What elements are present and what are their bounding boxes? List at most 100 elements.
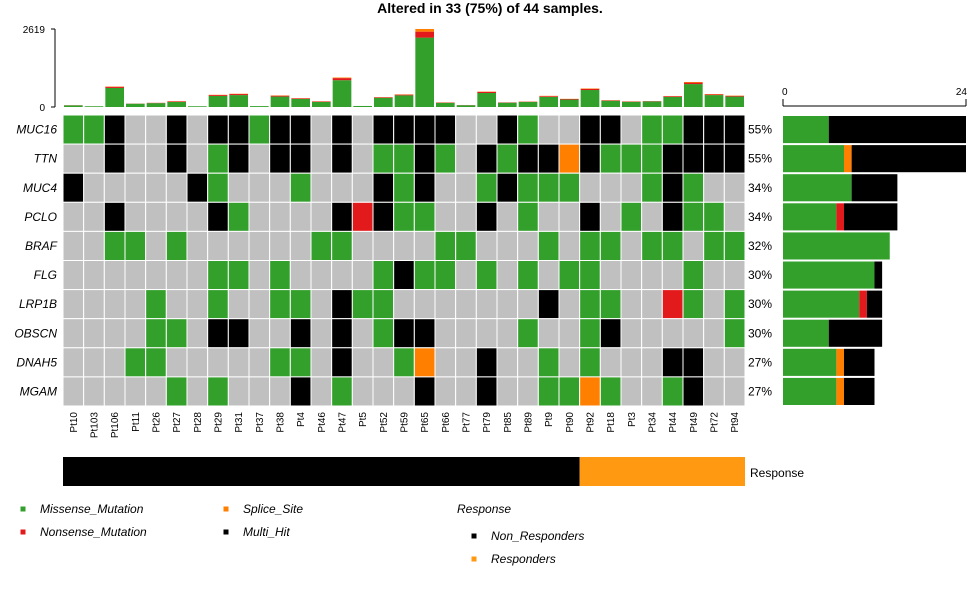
grid-cell: [599, 172, 622, 203]
grid-cell: [227, 260, 250, 291]
sample-label: Pt52: [379, 412, 390, 433]
grid-cell: [496, 114, 519, 145]
tmb-bar-segment: [394, 94, 414, 96]
mutation-grid: [62, 114, 746, 407]
gene-bar-segment: [783, 232, 890, 260]
grid-cell: [558, 143, 581, 174]
grid-cell: [62, 289, 85, 320]
gene-bar-segment: [859, 290, 867, 318]
grid-cell: [331, 143, 353, 174]
grid-cell: [620, 230, 643, 261]
grid-cell: [372, 260, 395, 291]
sample-label: Pt59: [400, 412, 411, 433]
grid-cell: [579, 376, 601, 407]
grid-cell: [393, 172, 415, 203]
grid-cell: [393, 318, 415, 349]
grid-cell: [331, 289, 353, 320]
grid-cell: [703, 201, 725, 232]
grid-cell: [289, 289, 312, 320]
grid-cell: [517, 318, 539, 349]
gene-bar-segment: [783, 319, 829, 347]
grid-cell: [269, 201, 291, 232]
grid-cell: [103, 318, 126, 349]
tmb-bar-segment: [663, 96, 682, 97]
grid-cell: [517, 230, 539, 261]
sample-label: Pt3: [627, 412, 638, 427]
grid-cell: [723, 289, 746, 320]
grid-cell: [331, 114, 353, 145]
grid-cell: [227, 347, 250, 378]
grid-cell: [103, 230, 126, 261]
grid-cell: [186, 347, 209, 378]
grid-cell: [620, 114, 643, 145]
gene-bar-segment: [851, 145, 967, 173]
grid-cell: [475, 114, 498, 145]
grid-cell: [145, 260, 167, 291]
grid-cell: [165, 230, 188, 261]
grid-cell: [207, 260, 229, 291]
grid-cell: [434, 172, 457, 203]
grid-cell: [537, 289, 560, 320]
grid-cell: [124, 143, 147, 174]
sample-label: Pt29: [214, 412, 225, 433]
tmb-bar-segment: [580, 90, 600, 107]
grid-cell: [310, 172, 333, 203]
grid-cell: [331, 347, 353, 378]
sample-label: Pt49: [689, 412, 700, 433]
grid-cell: [248, 318, 271, 349]
tmb-bar-segment: [415, 28, 434, 32]
grid-cell: [723, 172, 746, 203]
grid-cell: [103, 376, 126, 407]
grid-cell: [661, 318, 684, 349]
grid-cell: [641, 347, 663, 378]
gene-percent: 30%: [748, 297, 772, 311]
grid-cell: [682, 289, 705, 320]
grid-cell: [413, 143, 436, 174]
grid-cell: [558, 289, 581, 320]
grid-cell: [186, 318, 209, 349]
gene-axis-label: 24: [956, 87, 968, 98]
grid-cell: [310, 318, 333, 349]
grid-cell: [124, 376, 147, 407]
grid-cell: [351, 318, 374, 349]
tmb-bar-segment: [642, 101, 662, 107]
grid-cell: [351, 172, 374, 203]
grid-cell: [83, 289, 105, 320]
grid-cell: [310, 230, 333, 261]
grid-cell: [475, 289, 498, 320]
grid-cell: [496, 143, 519, 174]
legend-swatch: [20, 529, 26, 535]
grid-cell: [289, 260, 312, 291]
grid-cell: [83, 114, 105, 145]
grid-cell: [475, 376, 498, 407]
grid-cell: [599, 347, 622, 378]
grid-cell: [124, 260, 147, 291]
grid-cell: [434, 114, 457, 145]
sample-label: Pt38: [276, 412, 287, 433]
gene-axis-label: 0: [782, 87, 788, 98]
gene-percent: 30%: [748, 268, 772, 282]
grid-cell: [248, 172, 271, 203]
grid-cell: [537, 172, 560, 203]
grid-cell: [207, 201, 229, 232]
legend: Missense_Mutation Splice_Site Nonsense_Mut…: [20, 502, 584, 566]
gene-percent: 34%: [748, 181, 772, 195]
grid-cell: [269, 230, 291, 261]
grid-cell: [723, 347, 746, 378]
grid-cell: [475, 260, 498, 291]
grid-cell: [248, 114, 271, 145]
grid-cell: [703, 260, 725, 291]
grid-cell: [207, 289, 229, 320]
gene-bar-segment: [783, 290, 860, 318]
tmb-bars: [64, 28, 744, 107]
grid-cell: [579, 114, 601, 145]
grid-cell: [496, 289, 519, 320]
legend-label: Splice_Site: [243, 502, 303, 516]
grid-cell: [620, 260, 643, 291]
grid-cell: [620, 172, 643, 203]
grid-cell: [682, 318, 705, 349]
grid-cell: [723, 114, 746, 145]
grid-cell: [372, 318, 395, 349]
grid-cell: [351, 114, 374, 145]
